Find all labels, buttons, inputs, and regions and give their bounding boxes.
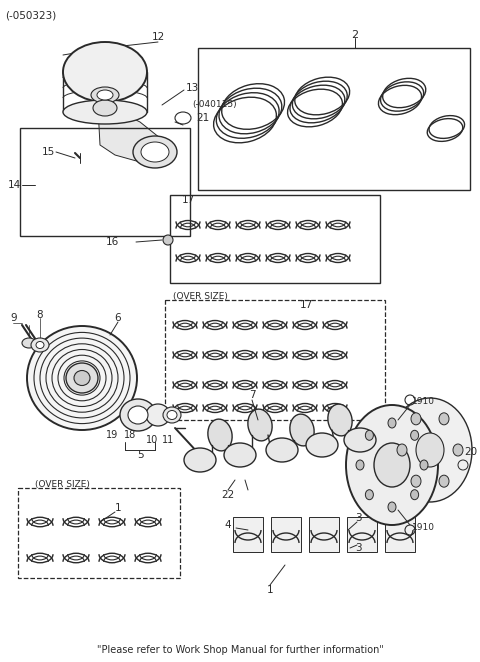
Text: 10: 10 bbox=[146, 435, 158, 445]
Ellipse shape bbox=[346, 405, 438, 525]
Text: 22: 22 bbox=[221, 490, 235, 500]
Ellipse shape bbox=[416, 433, 444, 467]
Ellipse shape bbox=[63, 42, 147, 102]
Bar bbox=[165, 300, 385, 420]
Text: (OVER SIZE): (OVER SIZE) bbox=[35, 481, 90, 489]
Polygon shape bbox=[98, 108, 165, 162]
Ellipse shape bbox=[31, 338, 49, 352]
Text: 2: 2 bbox=[351, 30, 359, 40]
Bar bbox=[198, 48, 470, 190]
Ellipse shape bbox=[290, 414, 314, 446]
Text: 3: 3 bbox=[355, 513, 361, 523]
Ellipse shape bbox=[374, 443, 410, 487]
Ellipse shape bbox=[411, 475, 421, 487]
Ellipse shape bbox=[420, 460, 428, 470]
Text: (-050323): (-050323) bbox=[5, 10, 56, 20]
Text: 18: 18 bbox=[124, 430, 136, 440]
Ellipse shape bbox=[27, 326, 137, 430]
Ellipse shape bbox=[141, 142, 169, 162]
Text: 5: 5 bbox=[137, 450, 144, 460]
Ellipse shape bbox=[397, 444, 407, 456]
Ellipse shape bbox=[167, 410, 177, 420]
Ellipse shape bbox=[63, 100, 147, 124]
Ellipse shape bbox=[365, 430, 373, 440]
Text: 3: 3 bbox=[355, 543, 361, 553]
Ellipse shape bbox=[91, 87, 119, 103]
Ellipse shape bbox=[453, 444, 463, 456]
Bar bbox=[18, 488, 180, 578]
Text: 11: 11 bbox=[162, 435, 174, 445]
Text: 15: 15 bbox=[41, 147, 55, 157]
Bar bbox=[385, 517, 415, 552]
Bar bbox=[20, 128, 190, 236]
Text: 17: 17 bbox=[300, 300, 313, 310]
Ellipse shape bbox=[133, 136, 177, 168]
Ellipse shape bbox=[410, 490, 419, 500]
Bar bbox=[271, 517, 301, 552]
Text: (-040115): (-040115) bbox=[192, 101, 237, 109]
Bar bbox=[309, 517, 339, 552]
Ellipse shape bbox=[163, 407, 181, 423]
Ellipse shape bbox=[163, 235, 173, 245]
Ellipse shape bbox=[356, 460, 364, 470]
Ellipse shape bbox=[208, 419, 232, 451]
Text: 16: 16 bbox=[106, 237, 119, 247]
Text: 12: 12 bbox=[151, 32, 165, 42]
Ellipse shape bbox=[388, 398, 472, 502]
Ellipse shape bbox=[22, 338, 36, 348]
Text: "Please refer to Work Shop Manual for further information": "Please refer to Work Shop Manual for fu… bbox=[96, 645, 384, 655]
Text: 1: 1 bbox=[115, 503, 121, 513]
Text: 7: 7 bbox=[249, 390, 255, 400]
Ellipse shape bbox=[66, 363, 98, 393]
Text: 19: 19 bbox=[106, 430, 118, 440]
Ellipse shape bbox=[388, 418, 396, 428]
Ellipse shape bbox=[328, 404, 352, 436]
Ellipse shape bbox=[36, 342, 44, 348]
Bar bbox=[233, 517, 263, 552]
Text: 8: 8 bbox=[36, 310, 43, 320]
Text: 4: 4 bbox=[225, 520, 231, 530]
Ellipse shape bbox=[411, 413, 421, 425]
Text: (OVER SIZE): (OVER SIZE) bbox=[173, 291, 228, 301]
Ellipse shape bbox=[93, 100, 117, 116]
Ellipse shape bbox=[439, 413, 449, 425]
Text: 13: 13 bbox=[186, 83, 199, 93]
Ellipse shape bbox=[388, 502, 396, 512]
Ellipse shape bbox=[439, 475, 449, 487]
Ellipse shape bbox=[410, 430, 419, 440]
Text: 1910: 1910 bbox=[412, 397, 435, 406]
Ellipse shape bbox=[120, 399, 156, 431]
Ellipse shape bbox=[248, 409, 272, 441]
Text: 6: 6 bbox=[115, 313, 121, 323]
Text: 21: 21 bbox=[196, 113, 209, 123]
Ellipse shape bbox=[365, 490, 373, 500]
Text: 14: 14 bbox=[8, 180, 21, 190]
Text: 20: 20 bbox=[464, 447, 477, 457]
Text: 17: 17 bbox=[182, 195, 195, 205]
Bar bbox=[170, 195, 380, 283]
Ellipse shape bbox=[266, 438, 298, 462]
Ellipse shape bbox=[306, 433, 338, 457]
Ellipse shape bbox=[146, 404, 170, 426]
Ellipse shape bbox=[74, 371, 90, 385]
Bar bbox=[347, 517, 377, 552]
Ellipse shape bbox=[224, 443, 256, 467]
Text: 9: 9 bbox=[11, 313, 17, 323]
Ellipse shape bbox=[128, 406, 148, 424]
Ellipse shape bbox=[184, 448, 216, 472]
Ellipse shape bbox=[97, 90, 113, 100]
Ellipse shape bbox=[344, 428, 376, 452]
Text: 1910: 1910 bbox=[412, 524, 435, 532]
Text: 1: 1 bbox=[267, 585, 273, 595]
